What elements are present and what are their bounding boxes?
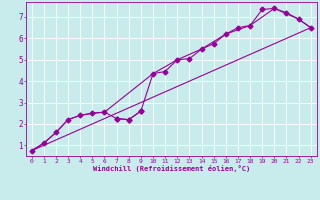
X-axis label: Windchill (Refroidissement éolien,°C): Windchill (Refroidissement éolien,°C) (92, 165, 250, 172)
